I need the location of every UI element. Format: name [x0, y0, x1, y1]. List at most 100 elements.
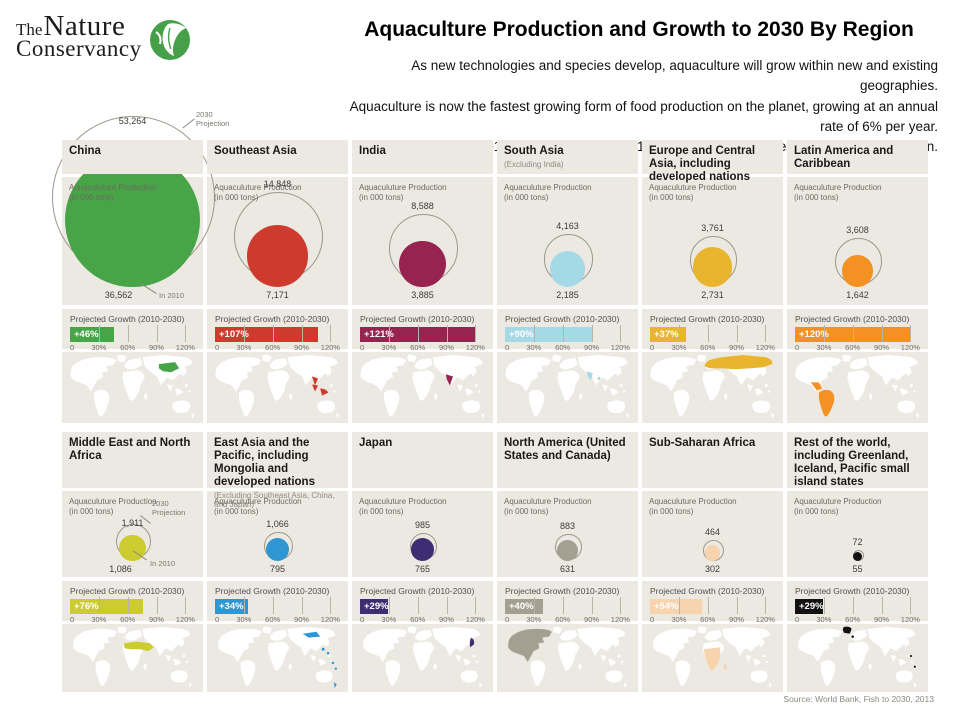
axis-tick [330, 325, 332, 342]
axis-label: 0 [215, 615, 220, 624]
axis-tick [562, 597, 564, 614]
axis-tick [910, 325, 912, 342]
growth-axis: 0 30% 60% 90% 120% [360, 343, 485, 353]
region-title: Latin America and Caribbean [794, 145, 894, 170]
axis-label: 0 [650, 615, 655, 624]
growth-track: +46% [70, 325, 195, 342]
axis-label: 90% [439, 343, 455, 352]
region-subtitle: (Excluding India) [504, 159, 564, 169]
axis-label: 60% [410, 615, 426, 624]
growth-bar: +46% [70, 327, 115, 342]
axis-label: 120% [175, 615, 195, 624]
region-panel: Sub-Saharan Africa Aquaculuture Producti… [642, 432, 783, 692]
axis-tick [127, 325, 129, 342]
bubble-2010-filled [692, 247, 733, 287]
growth-track: +37% [650, 325, 775, 342]
growth-axis: 0 30% 60% 90% 120% [505, 343, 630, 353]
axis-tick [156, 325, 158, 342]
axis-tick [446, 325, 448, 342]
region-map [497, 624, 638, 692]
region-title-box: Japan [352, 432, 493, 488]
axis-tick [823, 325, 825, 342]
growth-value: +29% [799, 601, 824, 612]
axis-tick [243, 325, 245, 342]
growth-heading: Projected Growth (2010-2030) [70, 314, 185, 324]
region-panel: China Aquaculuture Production (in 000 to… [52, 110, 229, 423]
region-title-box: East Asia and the Pacific, including Mon… [207, 432, 348, 509]
world-map [508, 626, 627, 689]
in-2010-annotation: In 2010 [159, 291, 185, 300]
axis-tick [910, 597, 912, 614]
region-map [352, 352, 493, 423]
axis-label: 90% [729, 615, 745, 624]
axis-label: 120% [755, 343, 775, 352]
growth-value: +107% [219, 329, 249, 340]
axis-label: 120% [320, 343, 340, 352]
axis-label: 0 [795, 343, 800, 352]
growth-track: +40% [505, 597, 630, 614]
region-title-box: Europe and Central Asia, including devel… [642, 140, 783, 183]
axis-tick [562, 325, 564, 342]
value-2010: 2,731 [701, 290, 724, 300]
axis-tick [417, 325, 419, 342]
production-box: Aquaculuture Production (in 000 tons) 88… [497, 491, 638, 577]
production-box: Aquaculuture Production (in 000 tons) 1,… [207, 491, 348, 577]
growth-axis: 0 30% 60% 90% 120% [650, 615, 775, 625]
growth-axis: 0 30% 60% 90% 120% [70, 343, 195, 353]
production-label: Aquaculuture Production (in 000 tons) [504, 183, 592, 202]
region-map [642, 624, 783, 692]
logo-word-the: The [16, 20, 43, 39]
production-label: Aquaculuture Production (in 000 tons) [649, 183, 737, 202]
axis-label: 30% [236, 615, 252, 624]
in-2010-annotation: In 2010 [150, 559, 176, 568]
region-map [497, 352, 638, 423]
region-map [787, 352, 928, 423]
region-panel: Europe and Central Asia, including devel… [642, 140, 783, 423]
axis-label: 30% [671, 343, 687, 352]
growth-box: Projected Growth (2010-2030) +29% 0 30% 60… [787, 581, 928, 624]
world-map [70, 354, 195, 419]
region-title: Middle East and North Africa [69, 437, 191, 462]
axis-label: 30% [671, 615, 687, 624]
value-2030-projection: 464 [704, 527, 721, 538]
value-2010: 631 [559, 564, 576, 574]
growth-axis: 0 30% 60% 90% 120% [70, 615, 195, 625]
region-title: East Asia and the Pacific, including Mon… [214, 437, 315, 488]
region-panel: Rest of the world, including Greenland, … [787, 432, 928, 692]
axis-label: 30% [91, 343, 107, 352]
growth-box: Projected Growth (2010-2030) +107% 0 30% 6… [207, 309, 348, 352]
production-box: Aquaculuture Production (in 000 tons) 46… [642, 491, 783, 577]
axis-tick [243, 597, 245, 614]
axis-label: 90% [729, 343, 745, 352]
value-2010: 795 [269, 564, 286, 574]
bubble-2010-filled [265, 537, 290, 561]
production-box: Aquaculuture Production (in 000 tons) 98… [352, 491, 493, 577]
region-panel: Southeast Asia Aquaculuture Production (… [207, 140, 348, 423]
production-label: Aquaculuture Production (in 000 tons) [359, 497, 447, 516]
world-map [218, 626, 337, 689]
axis-label: 120% [900, 615, 920, 624]
growth-box: Projected Growth (2010-2030) +54% 0 30% 60… [642, 581, 783, 624]
value-2010: 1,642 [846, 290, 869, 300]
axis-label: 90% [149, 615, 165, 624]
production-box: Aquaculuture Production (in 000 tons) 3,… [642, 177, 783, 305]
growth-box: Projected Growth (2010-2030) +29% 0 30% 60… [352, 581, 493, 624]
region-title-box: North America (United States and Canada) [497, 432, 638, 488]
production-box: Aquaculuture Production (in 000 tons) 3,… [787, 177, 928, 305]
axis-tick [852, 597, 854, 614]
subtitle-line: As new technologies and species develop,… [411, 58, 938, 94]
region-title: India [359, 145, 386, 157]
axis-label: 60% [120, 343, 136, 352]
axis-tick [330, 597, 332, 614]
axis-label: 0 [505, 615, 510, 624]
axis-tick [678, 325, 680, 342]
world-map [650, 354, 775, 419]
value-2030-projection: 53,264 [118, 116, 147, 127]
growth-box: Projected Growth (2010-2030) +120% 0 30% 6… [787, 309, 928, 352]
axis-tick [475, 597, 477, 614]
production-label: Aquaculuture Production (in 000 tons) [504, 497, 592, 516]
growth-box: Projected Growth (2010-2030) +34% 0 30% 60… [207, 581, 348, 624]
axis-tick [533, 597, 535, 614]
value-2010: 55 [852, 564, 863, 574]
axis-label: 60% [845, 615, 861, 624]
